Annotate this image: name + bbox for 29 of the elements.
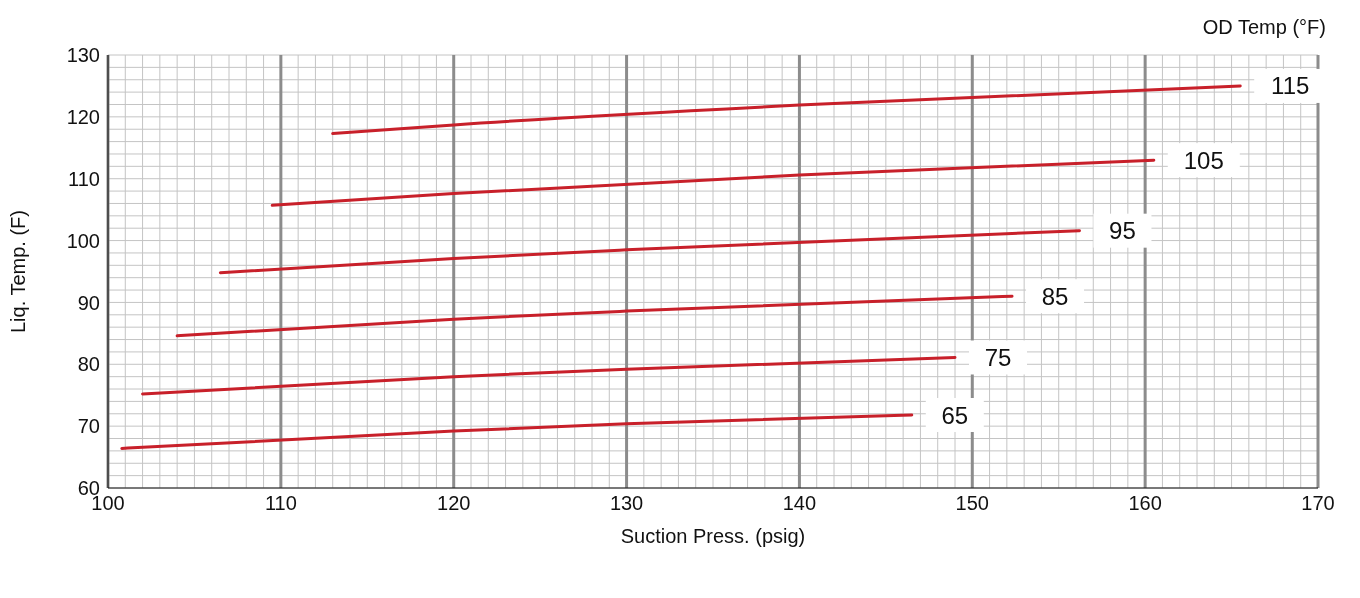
series-label: 115 (1271, 72, 1310, 100)
series-label: 75 (984, 343, 1012, 371)
y-tick-label: 90 (77, 291, 100, 314)
y-tick-label: 110 (68, 167, 100, 190)
x-tick-label: 130 (609, 492, 644, 515)
series-label: 105 (1183, 146, 1224, 174)
x-tick-label: 170 (1301, 492, 1335, 515)
line-series (218, 229, 1081, 275)
y-tick-label: 80 (77, 353, 100, 376)
x-tick-label: 120 (437, 492, 471, 515)
series-label: 95 (1109, 217, 1136, 245)
y-tick-label: 70 (77, 415, 100, 438)
legend-title: OD Temp (°F) (1202, 16, 1326, 39)
series-label: 65 (941, 401, 969, 429)
x-tick-label: 110 (264, 492, 297, 515)
line-series (120, 413, 914, 450)
x-tick-label: 140 (782, 492, 817, 515)
y-tick-label: 100 (66, 229, 100, 252)
line-series (331, 84, 1242, 136)
y-tick-label: 130 (66, 44, 100, 67)
y-axis-title: Liq. Temp. (F) (7, 210, 30, 333)
x-axis-title: Suction Press. (psig) (620, 525, 806, 547)
x-tick-label: 160 (1128, 492, 1162, 515)
line-series (270, 158, 1156, 207)
y-tick-label: 120 (66, 105, 100, 128)
line-series (141, 355, 957, 396)
line-series (175, 294, 1014, 338)
series-label: 85 (1041, 282, 1069, 310)
x-tick-label: 150 (955, 492, 989, 515)
